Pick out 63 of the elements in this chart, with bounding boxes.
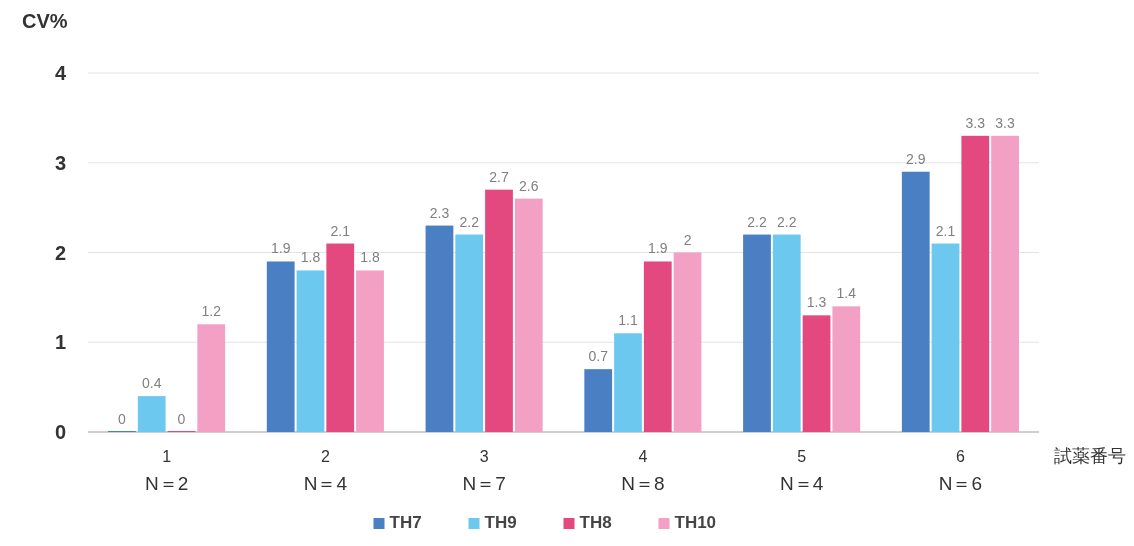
bar [455, 234, 484, 432]
data-label: 1.4 [836, 285, 857, 302]
bar [673, 252, 702, 432]
data-label: 1.9 [648, 240, 668, 257]
y-tick-label: 2 [54, 241, 66, 264]
data-label: 2.2 [459, 213, 480, 230]
bar [485, 189, 513, 432]
bar [901, 171, 930, 432]
data-label: 1.8 [360, 249, 380, 266]
data-label: 3.3 [995, 114, 1016, 131]
bar [326, 243, 355, 432]
bar [802, 315, 831, 432]
x-tick-label: 6 N＝6 [938, 448, 983, 494]
data-label: 2.1 [935, 222, 956, 239]
legend-label: TH10 [674, 513, 717, 532]
legend-label: TH7 [389, 513, 422, 532]
bar [931, 243, 960, 432]
y-tick-label: 0 [54, 421, 66, 443]
bar [614, 333, 642, 432]
data-label: 1.2 [201, 303, 222, 320]
legend-label: TH9 [484, 513, 517, 532]
y-tick-label: 3 [54, 151, 66, 174]
data-label: 2.9 [906, 150, 926, 167]
bar [356, 270, 384, 432]
data-label: 0 [177, 411, 186, 427]
bar [584, 369, 613, 432]
x-tick-label: 4 N＝8 [621, 448, 665, 494]
data-label: 2.2 [747, 213, 767, 230]
bar [772, 234, 801, 432]
bar [991, 135, 1019, 432]
x-tick-label: 2 N＝4 [303, 448, 348, 494]
x-tick-label: 3 N＝7 [462, 448, 506, 494]
data-label: 1.3 [806, 294, 827, 311]
bar [296, 270, 325, 432]
data-label: 1.9 [270, 240, 291, 257]
x-axis-title: 試薬番号 [1054, 446, 1126, 466]
x-tick-label: 1 N＝2 [144, 448, 189, 494]
y-tick-label: 1 [54, 331, 66, 354]
bar [643, 261, 672, 432]
bar [137, 396, 166, 432]
bar [743, 234, 771, 432]
data-label: 2.1 [330, 222, 351, 239]
x-tick-label: 5 N＝4 [780, 448, 824, 494]
bar [514, 198, 543, 432]
data-label: 2.2 [777, 213, 797, 230]
data-label: 2.6 [519, 177, 539, 194]
bar [961, 135, 990, 432]
bar [197, 324, 226, 432]
data-label: 1.1 [618, 312, 638, 329]
data-label: 3.3 [965, 114, 986, 131]
y-axis-title: CV% [22, 10, 68, 32]
y-tick-label: 4 [54, 62, 67, 84]
data-label: 1.8 [300, 249, 321, 266]
bar [266, 261, 295, 432]
bar [425, 225, 454, 432]
data-label: 0.7 [588, 348, 609, 365]
data-label: 0.4 [141, 375, 162, 392]
data-label: 2.7 [489, 168, 509, 185]
data-label: 2.3 [429, 204, 450, 221]
bar [832, 306, 861, 432]
legend-label: TH8 [579, 513, 612, 532]
data-label: 2 [683, 231, 692, 248]
data-label: 0 [118, 411, 127, 427]
